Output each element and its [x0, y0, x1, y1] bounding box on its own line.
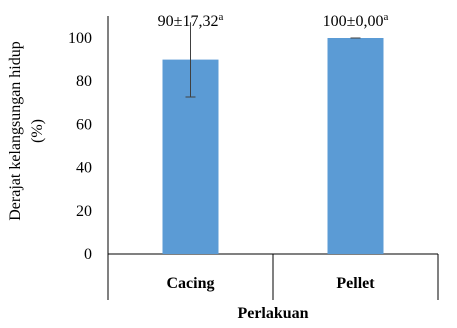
- y-axis-title: Derajat kelangsungan hidup (%): [7, 41, 46, 221]
- y-tick-label: 20: [76, 203, 92, 220]
- bar-pellet: [327, 38, 384, 254]
- y-tick-label: 80: [76, 73, 92, 90]
- bars: [162, 38, 384, 254]
- data-labels: 90±17,32a 100±0,00a: [158, 11, 389, 30]
- axes: [107, 16, 439, 300]
- y-tick-label: 0: [84, 246, 92, 263]
- x-category-label: Cacing: [167, 275, 215, 292]
- y-axis-ticks: 0 20 40 60 80 100: [68, 30, 92, 263]
- y-tick-label: 40: [76, 160, 92, 177]
- data-label: 100±0,00a: [323, 11, 389, 30]
- data-label: 90±17,32a: [158, 11, 224, 30]
- y-axis-title-line: (%): [29, 119, 46, 143]
- y-axis-title-line: Derajat kelangsungan hidup: [7, 41, 24, 221]
- x-category-label: Pellet: [336, 275, 375, 292]
- error-bars: [185, 22, 361, 98]
- x-axis-title: Perlakuan: [237, 305, 308, 322]
- x-axis-categories: Cacing Pellet: [167, 275, 376, 292]
- y-tick-label: 100: [68, 30, 92, 47]
- y-tick-label: 60: [76, 116, 92, 133]
